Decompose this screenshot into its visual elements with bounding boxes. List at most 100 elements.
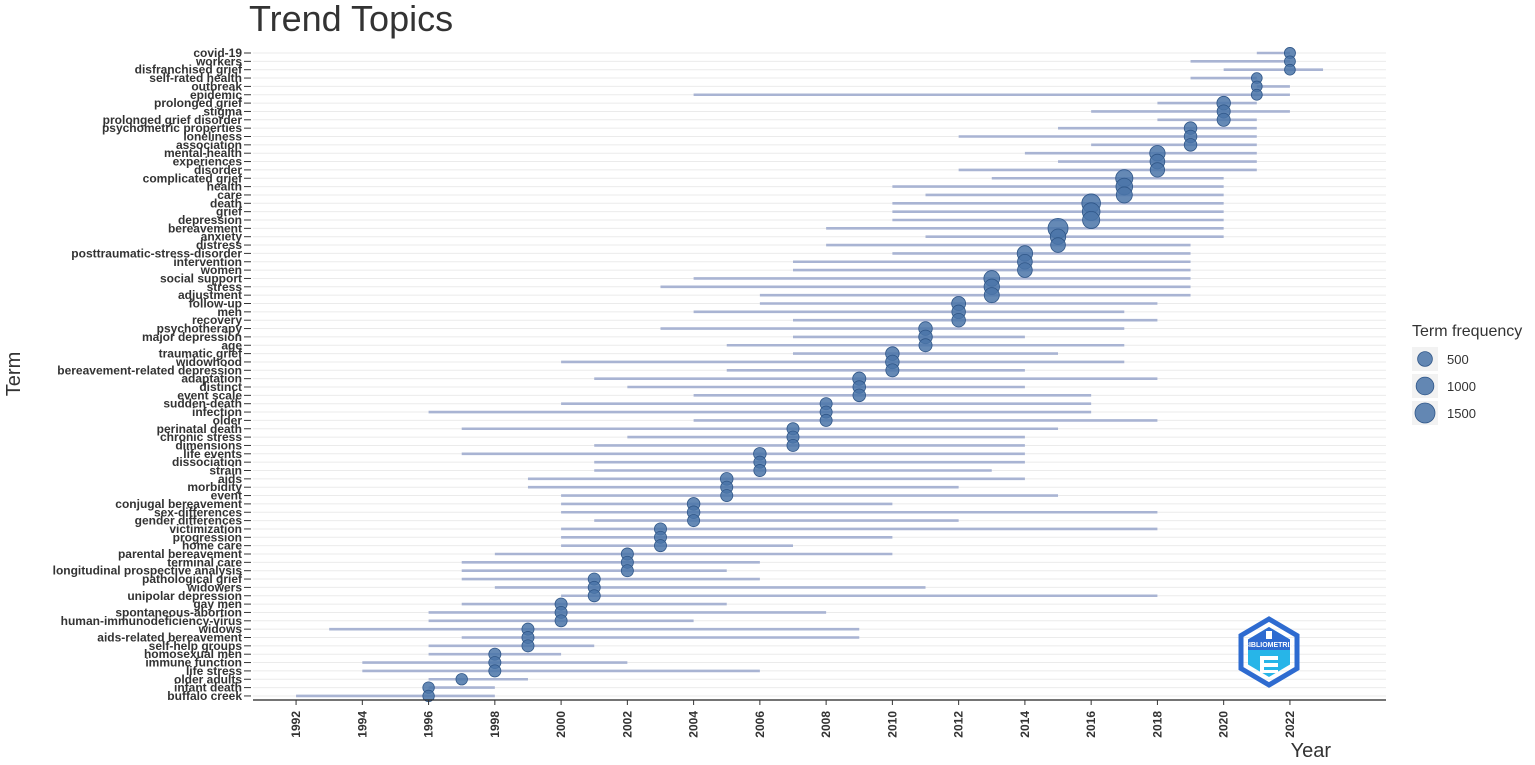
term-point (654, 539, 667, 553)
x-tick-label: 1996 (422, 711, 436, 738)
term-label: strain (209, 464, 242, 478)
x-tick-label: 2012 (952, 711, 966, 738)
term-label: conjugal bereavement (115, 497, 242, 511)
term-label: gay men (193, 597, 242, 611)
term-label: morbidity (187, 480, 242, 494)
term-label: care (217, 188, 242, 202)
term-label: epidemic (190, 88, 242, 102)
legend-key-circle (1415, 376, 1435, 396)
legend-label: 500 (1447, 352, 1469, 367)
term-label: major depression (142, 330, 242, 344)
x-tick-label: 2020 (1217, 711, 1231, 738)
term-label: widowhood (175, 355, 242, 369)
term-label: adjustment (178, 288, 242, 302)
term-point (918, 338, 933, 353)
x-tick-label: 1998 (488, 711, 502, 738)
term-label: covid-19 (193, 46, 242, 60)
legend-label: 1000 (1447, 379, 1476, 394)
term-label: complicated grief (143, 171, 243, 185)
term-label: widows (198, 622, 243, 636)
term-label: intervention (173, 255, 242, 269)
term-label: longitudinal prospective analysis (53, 564, 243, 578)
term-label: immune function (145, 656, 242, 670)
term-label: home care (182, 539, 242, 553)
term-point (1149, 162, 1166, 178)
term-label: outbreak (191, 79, 242, 93)
y-axis-title: Term (3, 352, 25, 396)
term-label: adaptation (181, 372, 242, 386)
term-label: experiences (173, 155, 243, 169)
term-label: grief (216, 205, 243, 219)
term-label: aids (218, 472, 242, 486)
term-point (521, 639, 535, 653)
x-tick-label: 2016 (1084, 711, 1098, 738)
term-label: anxiety (201, 230, 243, 244)
term-label: social support (160, 271, 242, 285)
term-label: men (217, 305, 242, 319)
term-label: event (211, 489, 242, 503)
term-label: chronic stress (160, 430, 242, 444)
term-point (455, 673, 468, 686)
term-label: pathological grief (142, 572, 243, 586)
term-label: women (200, 263, 242, 277)
term-label: sudden-death (163, 397, 242, 411)
term-label: infection (192, 405, 242, 419)
term-point (1017, 262, 1033, 278)
range-layer (296, 51, 1324, 698)
x-tick-label: 2018 (1150, 711, 1164, 738)
term-point (786, 438, 800, 452)
bibliometrix-logo: BIBLIOMETRIX (1238, 616, 1300, 688)
term-point (1050, 237, 1066, 253)
term-label: bereavement (168, 221, 242, 235)
term-point (620, 564, 634, 578)
term-point (687, 514, 701, 528)
term-label: event scale (177, 388, 242, 402)
logo-hexagon-outer (1238, 616, 1300, 688)
term-label: homosexual men (144, 647, 242, 661)
term-label: recovery (192, 313, 242, 327)
x-tick-label: 2004 (687, 711, 701, 738)
term-label: age (221, 338, 242, 352)
term-label: perinatal death (157, 422, 242, 436)
term-point (753, 464, 767, 477)
x-tick-label: 2022 (1283, 711, 1297, 738)
term-point (951, 313, 966, 328)
term-point (852, 388, 866, 403)
term-point (587, 589, 601, 603)
legend-title: Term frequency (1412, 323, 1522, 340)
x-tick-label: 1994 (355, 711, 369, 738)
term-label: stigma (203, 104, 242, 118)
term-label: loneliness (183, 130, 242, 144)
term-point (1183, 138, 1198, 152)
term-label: depression (178, 213, 242, 227)
x-tick-label: 2014 (1018, 711, 1032, 738)
x-axis-title: Year (1291, 740, 1332, 762)
logo-text: BIBLIOMETRIX (1244, 642, 1294, 649)
legend-key-circle (1414, 402, 1436, 424)
term-point (1284, 63, 1296, 76)
x-tick-label: 2000 (554, 711, 568, 738)
x-tick-label: 2002 (620, 711, 634, 738)
grid-layer (253, 52, 1386, 697)
term-label: psychometric properties (102, 121, 242, 135)
term-label: life stress (186, 664, 242, 678)
point-layer (422, 47, 1296, 703)
term-label: psychotherapy (157, 322, 243, 336)
term-label: association (176, 138, 242, 152)
term-label: self-help groups (149, 639, 243, 653)
x-tick-label: 2006 (753, 711, 767, 738)
x-tick-label: 2010 (885, 711, 899, 738)
term-label: life events (183, 447, 242, 461)
x-axis-ticks: 1992 1994 1996 1998 2000 2002 2004 2006 2008 2010… (289, 700, 1297, 738)
logo-tower-icon (1266, 631, 1272, 639)
term-label: terminal care (167, 555, 242, 569)
term-label: bereavement-related depression (57, 363, 242, 377)
term-point (1216, 112, 1231, 127)
term-label: parental bereavement (118, 547, 242, 561)
term-label: distress (196, 238, 242, 252)
term-label: disorder (194, 163, 242, 177)
term-label: workers (195, 54, 242, 68)
term-label: posttraumatic-stress-disorder (71, 246, 242, 260)
